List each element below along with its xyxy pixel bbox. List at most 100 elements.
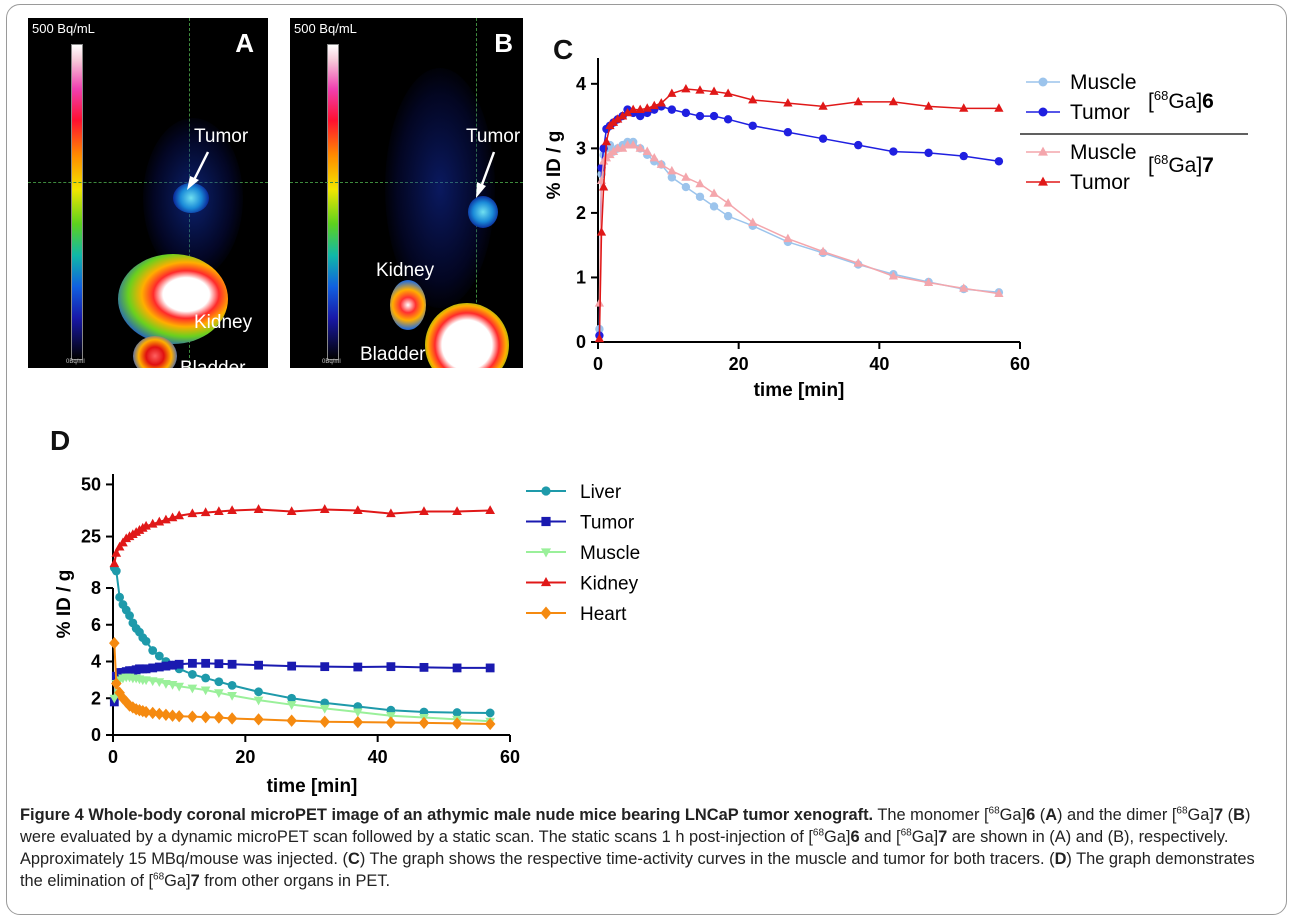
- data-point: [667, 173, 677, 182]
- data-point: [642, 146, 652, 155]
- label-tumor: Tumor: [194, 126, 249, 147]
- panel-letter-c: C: [553, 34, 574, 65]
- data-point: [818, 134, 828, 143]
- x-tick-label: 40: [869, 354, 889, 374]
- data-point: [709, 188, 719, 197]
- scale-min-label: 0Bq/ml: [322, 359, 341, 365]
- color-scale-bar: [71, 44, 83, 360]
- data-point: [959, 103, 969, 112]
- data-point: [608, 146, 619, 155]
- data-point: [695, 192, 705, 201]
- tumor-arrow-icon: [187, 151, 210, 190]
- data-point: [601, 136, 612, 146]
- legend-marker: [1038, 176, 1048, 186]
- data-point: [723, 198, 733, 207]
- data-point: [783, 233, 793, 243]
- figure-frame: [6, 4, 1287, 915]
- data-point: [613, 114, 623, 123]
- data-point: [617, 111, 628, 120]
- data-point: [853, 258, 863, 267]
- legend-marker: [1038, 107, 1048, 117]
- data-point: [695, 111, 705, 121]
- pet-image-b: 500 Bq/mL 0Bq/ml B Tumor Kidney Bladder: [290, 18, 523, 368]
- data-point: [649, 100, 659, 110]
- series-line: [598, 88, 999, 339]
- tumor-hotspot: [468, 196, 498, 228]
- series-3: [594, 83, 1004, 343]
- data-point: [594, 333, 605, 343]
- scale-min-label: 0Bq/ml: [66, 359, 85, 365]
- data-point: [596, 227, 607, 236]
- legend-group-label-6: [68Ga]6: [1148, 88, 1214, 113]
- tumor-hotspot: [173, 183, 209, 213]
- data-point: [695, 85, 705, 94]
- data-point: [667, 165, 677, 175]
- data-point: [599, 182, 609, 191]
- y-tick-label: 3: [576, 138, 586, 158]
- data-point: [959, 151, 968, 161]
- label-bladder: Bladder: [180, 358, 246, 368]
- data-point: [854, 140, 863, 150]
- data-point: [642, 103, 652, 112]
- data-point: [888, 271, 899, 280]
- caption-label: Figure 4: [20, 806, 84, 824]
- legend-entry: Tumor: [1070, 171, 1130, 194]
- x-tick-label: 0: [593, 354, 603, 374]
- data-point: [628, 104, 638, 113]
- data-point: [681, 172, 691, 181]
- series-line: [598, 144, 1000, 304]
- data-point: [994, 157, 1004, 166]
- label-kidney: Kidney: [194, 312, 253, 333]
- legend-entry: Muscle: [1070, 71, 1137, 94]
- label-kidney: Kidney: [376, 260, 435, 281]
- data-point: [628, 140, 638, 149]
- label-tumor: Tumor: [466, 126, 521, 147]
- data-point: [649, 153, 659, 162]
- data-point: [959, 283, 969, 292]
- data-point: [608, 117, 619, 126]
- panel-letter-a: A: [235, 28, 254, 58]
- y-tick-label: 2: [576, 203, 586, 223]
- data-point: [656, 159, 666, 168]
- scale-max-label: 500 Bq/mL: [32, 21, 95, 36]
- caption-title: Whole-body coronal microPET image of an …: [88, 806, 874, 824]
- data-point: [924, 148, 933, 158]
- data-point: [783, 98, 793, 107]
- data-point: [709, 111, 719, 121]
- data-point: [635, 143, 645, 152]
- data-point: [888, 96, 899, 106]
- label-bladder: Bladder: [360, 344, 426, 365]
- legend-group-label-7: [68Ga]7: [1148, 152, 1214, 177]
- data-point: [923, 101, 934, 110]
- bladder-hotspot: [425, 303, 509, 368]
- data-point: [723, 211, 733, 221]
- series-0: [595, 137, 1004, 334]
- pet-image-a: 500 Bq/mL 0Bq/ml A Tumor Kidney Bladder: [28, 18, 268, 368]
- series-1: [595, 102, 1004, 340]
- data-point: [994, 103, 1004, 112]
- data-point: [748, 94, 758, 104]
- kidney-hotspot: [390, 280, 426, 330]
- data-point: [994, 288, 1004, 297]
- legend-entry: Muscle: [1070, 141, 1137, 164]
- y-tick-label: 0: [576, 332, 586, 352]
- data-point: [667, 105, 677, 114]
- x-tick-label: 60: [1010, 354, 1030, 374]
- series-line: [598, 141, 999, 330]
- data-point: [723, 88, 733, 97]
- kidney-hotspot: [118, 254, 228, 344]
- data-point: [709, 86, 719, 95]
- panel-letter-b: B: [494, 28, 513, 58]
- figure-caption: Figure 4 Whole-body coronal microPET ima…: [20, 805, 1255, 890]
- data-point: [818, 101, 828, 110]
- data-point: [853, 96, 863, 106]
- data-point: [635, 104, 645, 113]
- data-point: [748, 217, 758, 226]
- data-point: [723, 115, 733, 124]
- data-point: [667, 88, 677, 97]
- series-2: [594, 140, 1004, 307]
- data-point: [656, 98, 666, 107]
- y-axis-label: % ID / g: [544, 131, 565, 200]
- data-point: [636, 111, 645, 121]
